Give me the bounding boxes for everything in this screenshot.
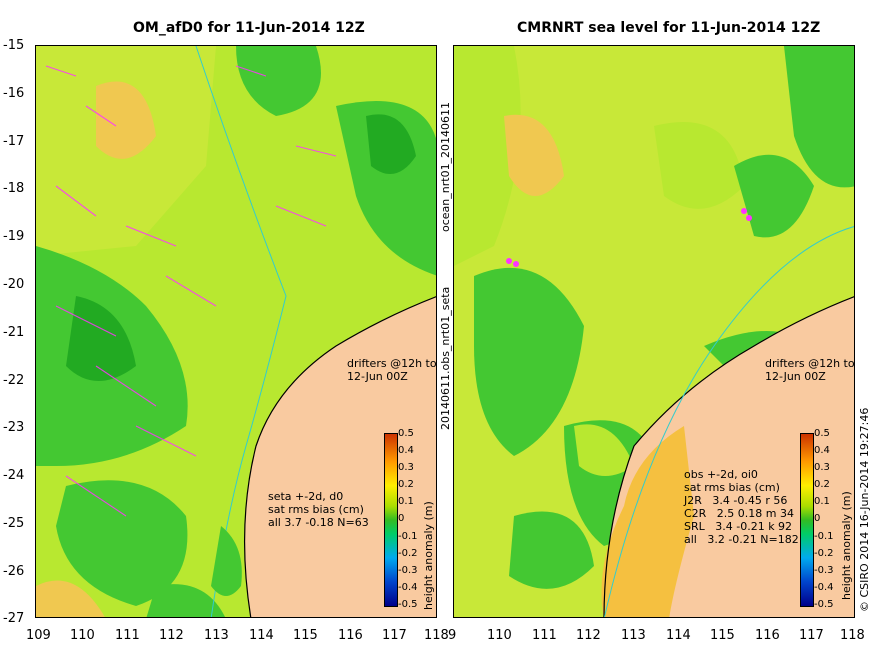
cbar-tick: -0.2 — [814, 548, 834, 559]
right-panel-title: CMRNRT sea level for 11-Jun-2014 12Z — [517, 20, 821, 36]
right-colorbar-label: height anomaly (m) — [840, 491, 853, 600]
lon-tick: 117 — [799, 628, 824, 643]
cbar-tick: 0.4 — [814, 445, 830, 456]
cbar-tick: 0.3 — [398, 462, 414, 473]
cbar-tick: -0.5 — [814, 599, 834, 610]
left-panel-title: OM_afD0 for 11-Jun-2014 12Z — [133, 20, 365, 36]
left-drifter-vectors — [45, 65, 337, 517]
lon-tick: 118 — [424, 628, 449, 643]
lon-tick: 111 — [532, 628, 557, 643]
credit-label: © CSIRO 2014 16-Jun-2014 19:27:46 — [858, 407, 871, 612]
left-map-panel — [35, 45, 437, 618]
cbar-tick: 0.5 — [814, 428, 830, 439]
lat-tick: -22 — [3, 373, 25, 388]
left-stats-annotation: seta +-2d, d0 sat rms bias (cm) all 3.7 … — [268, 490, 369, 529]
lon-tick: 111 — [115, 628, 140, 643]
left-colorbar-label: height anomaly (m) — [422, 501, 435, 610]
lat-tick: -18 — [3, 181, 25, 196]
lon-tick: 110 — [487, 628, 512, 643]
cbar-tick: 0.2 — [814, 479, 830, 490]
right-drifters-annotation: drifters @12h to 12-Jun 00Z — [765, 357, 855, 383]
lat-tick: -21 — [3, 325, 25, 340]
cbar-tick: 0.1 — [814, 496, 830, 507]
lon-tick: 116 — [338, 628, 363, 643]
lon-tick: 116 — [755, 628, 780, 643]
right-map-panel — [453, 45, 855, 618]
cbar-tick: -0.4 — [398, 582, 418, 593]
left-drifters-annotation: drifters @12h to 12-Jun 00Z — [347, 357, 437, 383]
lon-tick: 114 — [666, 628, 691, 643]
lon-tick: 110 — [70, 628, 95, 643]
lat-tick: -26 — [3, 564, 25, 579]
lon-tick: 113 — [621, 628, 646, 643]
lon-tick: 112 — [159, 628, 184, 643]
lon-tick: 112 — [576, 628, 601, 643]
cbar-tick: -0.1 — [398, 531, 418, 542]
lat-tick: -27 — [3, 611, 25, 626]
right-drifter-marks — [506, 208, 752, 267]
cbar-tick: -0.1 — [814, 531, 834, 542]
lon-tick: 115 — [710, 628, 735, 643]
cbar-tick: 0.2 — [398, 479, 414, 490]
cbar-tick: -0.4 — [814, 582, 834, 593]
cbar-tick: 0 — [814, 513, 821, 524]
cbar-tick: -0.3 — [814, 565, 834, 576]
right-map-svg — [454, 46, 854, 617]
lat-tick: -16 — [3, 86, 25, 101]
lon-tick: 115 — [293, 628, 318, 643]
cbar-tick: 0.4 — [398, 445, 414, 456]
lat-tick: -19 — [3, 229, 25, 244]
cbar-tick: 0.1 — [398, 496, 414, 507]
lon-tick: 114 — [249, 628, 274, 643]
cbar-tick: -0.2 — [398, 548, 418, 559]
left-colorbar — [384, 433, 398, 607]
cbar-tick: -0.3 — [398, 565, 418, 576]
lon-tick: 118 — [840, 628, 865, 643]
lat-tick: -25 — [3, 516, 25, 531]
lat-tick: -20 — [3, 277, 25, 292]
lon-tick: 113 — [204, 628, 229, 643]
cbar-tick: 0.3 — [814, 462, 830, 473]
cbar-tick: -0.5 — [398, 599, 418, 610]
left-map-svg — [36, 46, 436, 617]
lon-tick: 117 — [382, 628, 407, 643]
lat-tick: -15 — [3, 38, 25, 53]
model-run-label: ocean_nrt01_20140611 — [439, 101, 452, 232]
lat-tick: -17 — [3, 134, 25, 149]
lat-tick: -23 — [3, 420, 25, 435]
lat-tick: -24 — [3, 468, 25, 483]
lon-tick: 109 — [26, 628, 51, 643]
lon-tick: 9 — [448, 628, 457, 643]
right-stats-annotation: obs +-2d, oi0 sat rms bias (cm) J2R 3.4 … — [684, 468, 799, 546]
obs-file-label: 20140611.obs_nrt01_seta — [439, 286, 452, 430]
cbar-tick: 0 — [398, 513, 405, 524]
cbar-tick: 0.5 — [398, 428, 414, 439]
right-colorbar — [800, 433, 814, 607]
